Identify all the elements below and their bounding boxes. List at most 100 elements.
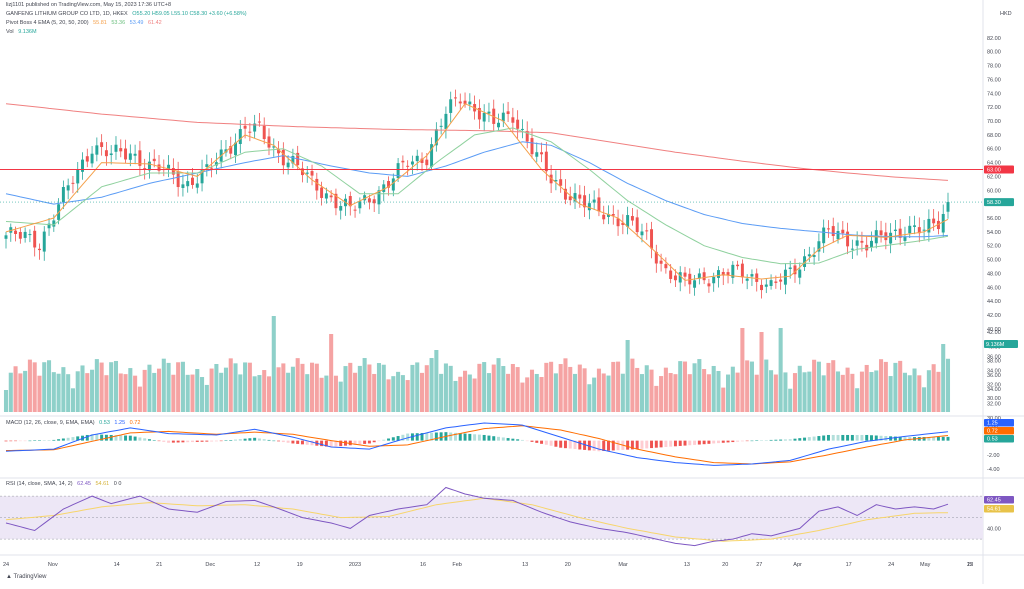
candle-body [846,231,850,247]
price-tick-label: 50.00 [987,258,1001,264]
volume-bar [835,371,841,412]
volume-bar [826,362,831,412]
tradingview-logo[interactable]: ▲ TradingView [6,574,47,580]
x-tick-label: Mar [618,562,628,568]
volume-bar [262,370,267,412]
macd-hist-bar [124,435,128,441]
volume-bar [572,373,578,412]
macd-hist-bar [61,438,65,441]
macd-hist-bar [520,439,524,441]
price-tick-label: 74.00 [987,91,1001,97]
macd-hist-bar [822,435,826,441]
symbol-name[interactable]: GANFENG LITHIUM GROUP CO LTD, 1D, HKEX [6,11,128,17]
candle-body [229,146,233,154]
volume-bar [386,379,391,412]
volume-bar [855,388,860,412]
ema-legend[interactable]: Pivot Boss 4 EMA (5, 20, 50, 200) 55.81 … [6,20,162,26]
rsi-tick-label: 40.00 [987,526,1001,532]
volume-bar [314,363,319,412]
volume-bar [300,363,305,412]
price-tick-label: 62.00 [987,174,1001,180]
volume-bar [286,372,291,412]
candle-body [81,159,84,172]
macd-label[interactable]: MACD (12, 26, close, 9, EMA, EMA) [6,420,95,426]
volume-bar [319,377,324,412]
macd-hist-bar [511,438,515,441]
macd-hist-group [4,432,950,452]
volume-bar [90,369,95,412]
macd-hist-bar [229,440,233,441]
candle-body [191,177,194,185]
volume-bar [630,358,635,412]
volume-bar [749,361,754,412]
volume-bar [405,380,410,412]
macd-hist-bar [167,440,171,443]
volume-bar [415,362,420,412]
candle-body [320,187,324,198]
macd-hist-bar [463,433,467,441]
macd-hist-bar [535,440,539,443]
candle-body [879,230,883,236]
candle-body [936,220,940,230]
rsi-legend[interactable]: RSI (14, close, SMA, 14, 2) 62.45 54.61 … [6,481,121,487]
candle-body [33,230,37,248]
macd-hist-bar [654,440,658,448]
macd-hist-bar [18,440,22,442]
macd-badge-label: 0.72 [987,429,998,435]
candle-body [85,156,89,162]
macd-legend[interactable]: MACD (12, 26, close, 9, EMA, EMA) 0.53 1… [6,420,140,426]
x-tick-label: 19 [297,562,303,568]
macd-hist-bar [305,440,309,445]
macd-hist-bar [214,440,218,442]
symbol-line[interactable]: GANFENG LITHIUM GROUP CO LTD, 1D, HKEX O… [6,11,247,17]
candle-body [114,144,118,152]
volume-bar [152,372,157,412]
vol-label[interactable]: Vol [6,29,14,35]
macd-hist-bar [836,434,840,441]
ema-label[interactable]: Pivot Boss 4 EMA (5, 20, 50, 200) [6,20,89,26]
macd-hist-bar [367,440,371,444]
volume-bar [874,370,879,412]
candle-body [387,180,391,188]
volume-bar [606,375,611,412]
macd-hist-bar [630,440,634,450]
candle-body [903,236,907,241]
macd-hist-bar [324,440,328,447]
macd-hist-bar [501,437,505,441]
macd-hist-bar [4,440,8,442]
macd-hist-bar [267,439,271,441]
volume-bar [99,362,104,412]
price-tick-label: 52.00 [987,244,1001,250]
macd-hist-bar [300,440,304,445]
candle-body [745,278,749,281]
candle-body [807,254,811,257]
macd-hist-bar [559,440,563,448]
macd-hist-bar [841,434,845,441]
candle-body [334,193,338,209]
price-tick-label: 32.00 [987,382,1001,388]
volume-bar [879,359,884,412]
vol-legend[interactable]: Vol 9.136M [6,29,37,35]
volume-bar [290,366,295,412]
macd-badge-label: 0.53 [987,437,998,443]
candle-body [587,203,591,211]
candle-body [76,169,80,184]
published-text: lizj1101 published on TradingView.com, M… [6,2,172,8]
candle-body [826,228,830,230]
volume-tick-label: 36.00 [987,373,1001,379]
candle-body [272,146,276,148]
volume-bar [893,362,898,412]
macd-hist-bar [353,440,357,445]
price-tick-label: 42.00 [987,313,1001,319]
macd-hist-bar [683,440,687,446]
candle-body [14,230,18,234]
volume-bar [759,332,764,412]
volume-bar [113,360,119,412]
x-tick-label: 24 [888,562,894,568]
rsi-label[interactable]: RSI (14, close, SMA, 14, 2) [6,481,73,487]
macd-hist-bar [740,440,744,442]
macd-hist-bar [798,438,802,441]
price-tick-label: 46.00 [987,285,1001,291]
x-tick-label: 16 [420,562,426,568]
